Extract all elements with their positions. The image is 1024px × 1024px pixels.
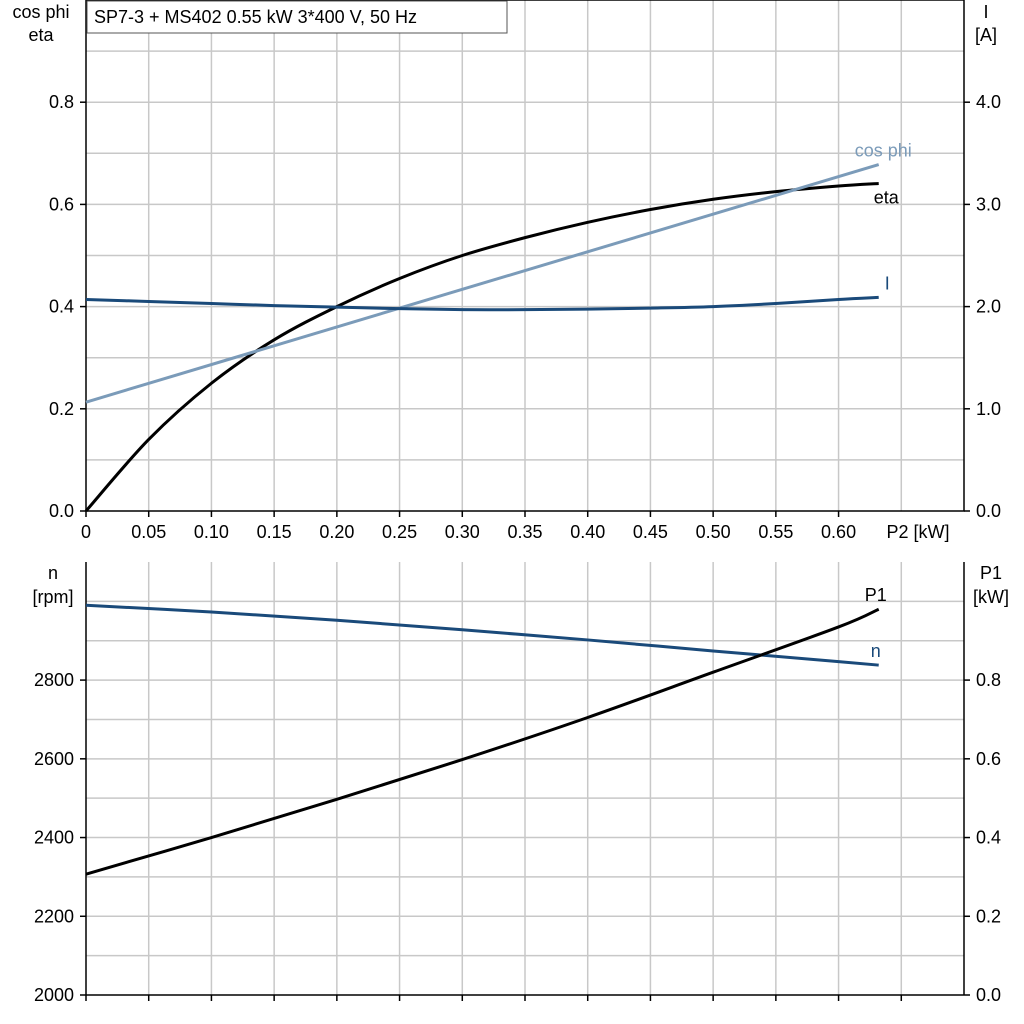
tick-labels: 0 0.05 0.10 0.15 0.20 0.25 0.30 0.35 0.40 0.45 0.5… bbox=[34, 92, 1001, 1005]
x-tick-label: 0.20 bbox=[319, 522, 354, 542]
top-left-axis-label-line2: eta bbox=[28, 25, 54, 45]
chart-title: SP7-3 + MS402 0.55 kW 3*400 V, 50 Hz bbox=[94, 7, 417, 27]
x-axis-label: P2 [kW] bbox=[886, 522, 949, 542]
top-right-axis-label-line1: I bbox=[983, 2, 988, 22]
series-label-i: I bbox=[885, 273, 890, 293]
bottom-left-tick-label: 2200 bbox=[34, 906, 74, 926]
series-label-p1: P1 bbox=[865, 585, 887, 605]
bottom-left-tick-label: 2600 bbox=[34, 749, 74, 769]
bottom-left-tick-label: 2400 bbox=[34, 828, 74, 848]
x-tick-label: 0.45 bbox=[633, 522, 668, 542]
bottom-right-tick-label: 0.6 bbox=[976, 749, 1001, 769]
series-line-i bbox=[85, 295, 879, 312]
bottom-right-axis-label-line1: P1 bbox=[980, 563, 1002, 583]
x-tick-label: 0.40 bbox=[570, 522, 605, 542]
bottom-right-tick-label: 0.4 bbox=[976, 828, 1001, 848]
series-line-p1 bbox=[85, 607, 880, 876]
x-tick-label: 0.35 bbox=[507, 522, 542, 542]
series-label-eta: eta bbox=[874, 187, 900, 207]
x-tick-label: 0 bbox=[81, 522, 91, 542]
bottom-grid bbox=[86, 562, 964, 995]
bottom-right-tick-label: 0.2 bbox=[976, 906, 1001, 926]
top-left-tick-label: 0.0 bbox=[49, 501, 74, 521]
top-left-tick-label: 0.4 bbox=[49, 297, 74, 317]
bottom-right-tick-label: 0.0 bbox=[976, 985, 1001, 1005]
bottom-left-axis-label-line2: [rpm] bbox=[32, 587, 73, 607]
top-left-axis-label-line1: cos phi bbox=[12, 2, 69, 22]
top-right-axis-label-line2: [A] bbox=[975, 25, 997, 45]
top-left-tick-label: 0.8 bbox=[49, 92, 74, 112]
bottom-left-tick-label: 2800 bbox=[34, 670, 74, 690]
series-line-eta bbox=[84, 181, 879, 512]
bottom-right-axis-label-line2: [kW] bbox=[973, 587, 1009, 607]
x-tick-label: 0.55 bbox=[758, 522, 793, 542]
top-left-tick-label: 0.2 bbox=[49, 399, 74, 419]
top-right-tick-label: 3.0 bbox=[976, 194, 1001, 214]
series-label-n: n bbox=[871, 641, 881, 661]
title-box bbox=[86, 0, 508, 34]
bottom-left-tick-label: 2000 bbox=[34, 985, 74, 1005]
top-right-tick-label: 4.0 bbox=[976, 92, 1001, 112]
top-grid bbox=[86, 0, 964, 511]
x-tick-label: 0.05 bbox=[131, 522, 166, 542]
top-left-tick-label: 0.6 bbox=[49, 194, 74, 214]
series-lines bbox=[84, 163, 880, 876]
x-tick-label: 0.25 bbox=[382, 522, 417, 542]
bottom-left-axis-label-line1: n bbox=[48, 563, 58, 583]
x-tick-label: 0.50 bbox=[696, 522, 731, 542]
series-line-n bbox=[85, 603, 879, 667]
x-tick-label: 0.15 bbox=[257, 522, 292, 542]
series-line-cos-phi bbox=[85, 163, 880, 404]
series-label-cos-phi: cos phi bbox=[855, 141, 912, 161]
bottom-right-tick-label: 0.8 bbox=[976, 670, 1001, 690]
top-right-tick-label: 0.0 bbox=[976, 501, 1001, 521]
x-tick-label: 0.60 bbox=[821, 522, 856, 542]
tick-marks bbox=[80, 101, 970, 1001]
x-tick-label: 0.10 bbox=[194, 522, 229, 542]
series-labels: eta cos phi In P1 bbox=[855, 141, 912, 662]
top-right-tick-label: 1.0 bbox=[976, 399, 1001, 419]
top-right-tick-label: 2.0 bbox=[976, 297, 1001, 317]
x-tick-label: 0.30 bbox=[445, 522, 480, 542]
